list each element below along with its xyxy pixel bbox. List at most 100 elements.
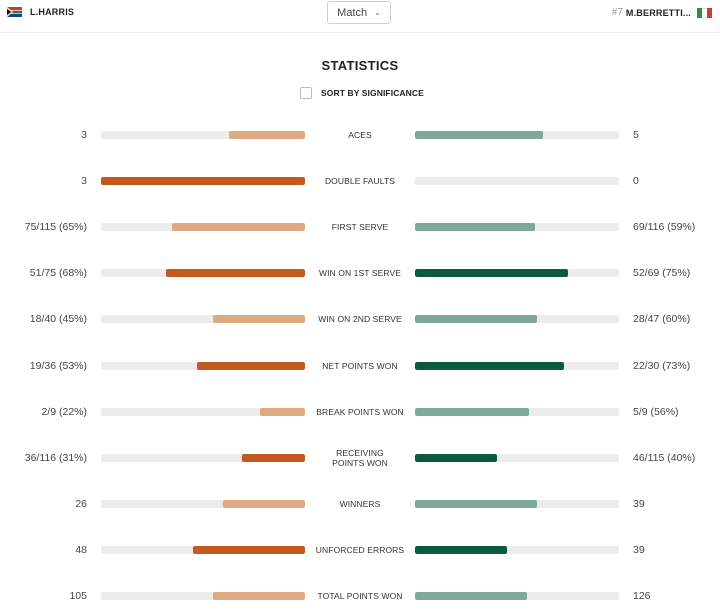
match-select-value: Match [337, 6, 368, 19]
stat-row: 3 ACES 5 [0, 120, 720, 150]
stat-right-bar-fill [415, 407, 530, 416]
player-right: #7 M.BERRETTI... [612, 7, 712, 18]
stat-left-bar [101, 453, 305, 462]
stat-left-value: 18/40 (45%) [29, 313, 87, 326]
stat-label: WIN ON 2ND SERVE [318, 314, 402, 325]
stat-right-value: 39 [633, 497, 645, 510]
stat-left-bar-fill [192, 545, 305, 554]
stat-left-bar-fill [241, 453, 305, 462]
stat-right-bar [415, 223, 619, 232]
stat-label: ACES [348, 130, 372, 140]
stat-left-value: 51/75 (68%) [29, 267, 87, 280]
stat-label: RECEIVING POINTS WON [332, 447, 388, 468]
stat-left-value: 19/36 (53%) [29, 359, 87, 372]
stat-left-bar [101, 269, 305, 278]
stat-left-bar-fill [228, 131, 305, 139]
stat-right-bar-fill [415, 361, 564, 370]
stat-left-value: 48 [75, 543, 87, 556]
stat-left-value: 36/116 (31%) [24, 451, 87, 464]
stat-right-bar [415, 407, 619, 416]
stat-row: 3 DOUBLE FAULTS 0 [0, 166, 720, 196]
south-africa-flag-icon [7, 7, 22, 17]
stat-right-value: 28/47 (60%) [633, 313, 691, 326]
stat-left-bar [101, 545, 305, 554]
stat-label: FIRST SERVE [331, 222, 389, 233]
stat-left-value: 3 [81, 175, 87, 188]
stat-right-value: 5/9 (56%) [633, 405, 679, 418]
stat-left-bar [101, 223, 305, 232]
stat-left-bar [101, 592, 305, 600]
stat-right-bar [415, 131, 619, 139]
stat-left-bar [101, 499, 305, 508]
stat-right-bar [415, 177, 619, 186]
stat-row: 19/36 (53%) NET POINTS WON 22/30 (73%) [0, 351, 720, 381]
stat-right-value: 52/69 (75%) [633, 267, 691, 280]
stat-right-bar-fill [415, 315, 538, 324]
stat-right-bar-fill [415, 453, 497, 462]
player-left: L.HARRIS [7, 7, 74, 17]
stat-label: NET POINTS WON [322, 360, 398, 371]
stat-label: WINNERS [339, 498, 381, 509]
stat-left-bar-fill [260, 407, 305, 416]
stat-right-bar-fill [415, 131, 543, 139]
stat-label: WIN ON 1ST SERVE [318, 268, 402, 279]
stat-left-bar-fill [172, 223, 305, 232]
stat-right-bar-fill [415, 545, 507, 554]
stat-right-bar-fill [415, 223, 536, 232]
sort-checkbox[interactable] [300, 87, 312, 99]
stat-left-value: 3 [81, 129, 87, 141]
stat-right-value: 5 [633, 129, 639, 141]
stat-label: TOTAL POINTS WON [317, 591, 403, 601]
stat-left-bar-fill [223, 499, 305, 508]
stat-left-bar [101, 361, 305, 370]
stat-row: 51/75 (68%) WIN ON 1ST SERVE 52/69 (75%) [0, 258, 720, 288]
stat-left-bar [101, 177, 305, 186]
stat-right-bar [415, 453, 619, 462]
stat-label: UNFORCED ERRORS [315, 544, 405, 555]
sort-by-significance[interactable]: SORT BY SIGNIFICANCE [300, 87, 424, 99]
italy-flag-icon [697, 7, 712, 18]
stat-right-value: 69/116 (59%) [633, 221, 696, 234]
stat-row: 2/9 (22%) BREAK POINTS WON 5/9 (56%) [0, 397, 720, 427]
stat-left-bar [101, 131, 305, 139]
stat-right-value: 46/115 (40%) [633, 451, 696, 464]
stat-left-bar-fill [213, 592, 305, 600]
stat-right-bar [415, 315, 619, 324]
stat-left-bar-fill [213, 315, 305, 324]
stat-right-bar [415, 499, 619, 508]
stat-left-bar [101, 407, 305, 416]
player-right-name[interactable]: M.BERRETTI... [625, 7, 691, 18]
chevron-down-icon: ⌄ [374, 8, 381, 17]
stat-left-bar-fill [166, 269, 305, 278]
stat-label: DOUBLE FAULTS [324, 176, 396, 187]
match-header: L.HARRIS Match ⌄ #7 M.BERRETTI... [0, 0, 720, 33]
stat-right-bar-fill [415, 592, 528, 600]
stat-right-bar [415, 592, 619, 600]
stat-right-bar [415, 269, 619, 278]
stat-left-value: 105 [69, 590, 87, 602]
player-right-seed: #7 [611, 7, 623, 18]
stat-left-value: 75/115 (65%) [24, 221, 87, 234]
stat-left-value: 2/9 (22%) [41, 405, 87, 418]
stat-right-bar-fill [415, 499, 538, 508]
stat-right-value: 22/30 (73%) [633, 359, 691, 372]
page-title: STATISTICS [321, 58, 399, 73]
stat-left-bar-fill [196, 361, 305, 370]
stat-right-value: 0 [633, 175, 639, 188]
stat-label: BREAK POINTS WON [316, 406, 404, 417]
stat-row: 36/116 (31%) RECEIVING POINTS WON 46/115 (… [0, 443, 720, 473]
stat-left-bar [101, 315, 305, 324]
stat-right-bar [415, 545, 619, 554]
stat-left-bar-fill [101, 177, 305, 186]
match-select[interactable]: Match ⌄ [327, 1, 391, 24]
stat-right-value: 126 [633, 590, 651, 602]
sort-label: SORT BY SIGNIFICANCE [321, 88, 424, 98]
stat-right-bar [415, 361, 619, 370]
stat-row: 48 UNFORCED ERRORS 39 [0, 535, 720, 565]
stat-row: 26 WINNERS 39 [0, 489, 720, 519]
stat-row: 18/40 (45%) WIN ON 2ND SERVE 28/47 (60%) [0, 304, 720, 334]
stat-right-value: 39 [633, 543, 645, 556]
player-left-name[interactable]: L.HARRIS [30, 7, 75, 17]
stat-left-value: 26 [75, 497, 87, 510]
stat-right-bar-fill [415, 269, 568, 278]
